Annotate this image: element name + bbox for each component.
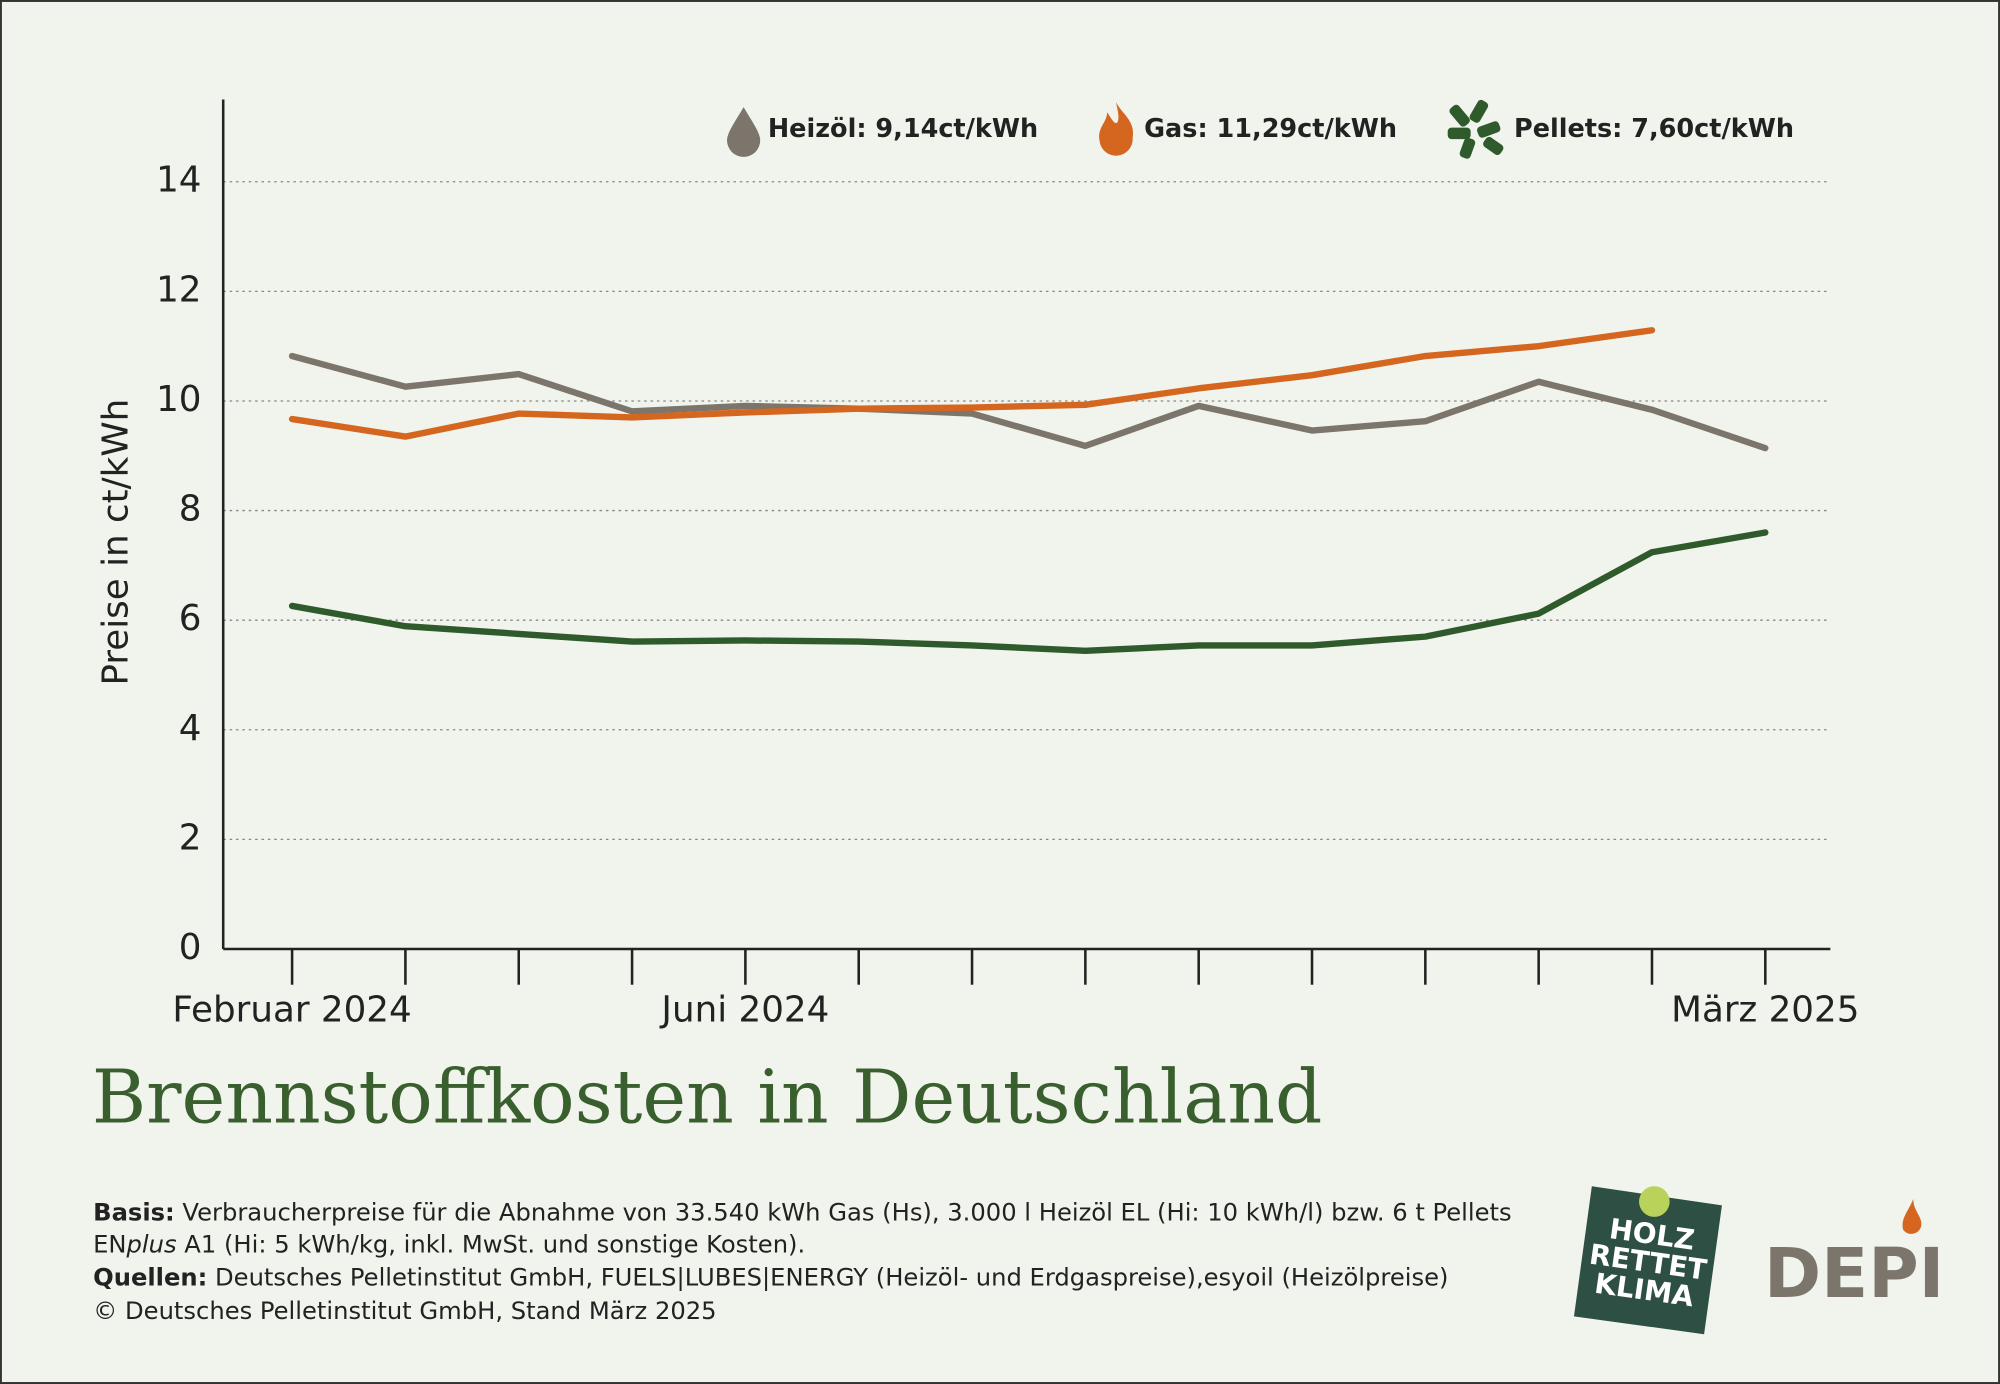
legend-icon — [727, 107, 761, 157]
legend-label: Heizöl: 9,14ct/kWh — [768, 114, 1038, 144]
note-line: ENplus A1 (Hi: 5 kWh/kg, inkl. MwSt. und… — [93, 1231, 805, 1259]
y-tick-label: 10 — [156, 379, 201, 420]
chart-title: Brennstoffkosten in Deutschland — [92, 1054, 1323, 1140]
x-tick-label: Februar 2024 — [172, 990, 411, 1031]
series-line — [288, 529, 1769, 655]
y-tick-label: 14 — [156, 160, 201, 201]
note-text: Verbraucherpreise für die Abnahme von 33… — [182, 1199, 1511, 1227]
x-tick-label: Juni 2024 — [659, 990, 829, 1031]
legend: Heizöl: 9,14ct/kWh Gas: 11,29ct/kWh Pell… — [727, 99, 1794, 159]
legend-label: Gas: 11,29ct/kWh — [1144, 114, 1397, 144]
footnote: Basis: Verbraucherpreise für die Abnahme… — [93, 1199, 1512, 1325]
y-tick-label: 4 — [179, 708, 202, 749]
y-tick-label: 8 — [179, 489, 202, 530]
note-text: © Deutsches Pelletinstitut GmbH, Stand M… — [93, 1297, 716, 1325]
note-label: Quellen: — [93, 1264, 207, 1292]
plot-area: 0 2 4 6 8 10 12 14 Februar 2024 Juni 2024 März 202… — [156, 99, 1859, 1031]
y-tick-label: 12 — [156, 269, 201, 310]
note-text: A1 (Hi: 5 kWh/kg, inkl. MwSt. und sonsti… — [177, 1231, 806, 1259]
note-text: plus — [126, 1231, 177, 1259]
x-tick-label: März 2025 — [1671, 990, 1859, 1031]
note-line: Basis: Verbraucherpreise für die Abnahme… — [93, 1199, 1512, 1227]
note-line: Quellen: Deutsches Pelletinstitut GmbH, … — [93, 1264, 1448, 1292]
y-tick-label: 0 — [179, 927, 202, 968]
logo-text: DEPI — [1764, 1234, 1944, 1314]
series-line — [288, 327, 1656, 440]
legend-icon — [1447, 99, 1504, 159]
note-text: Deutsches Pelletinstitut GmbH, FUELS|LUB… — [215, 1264, 1448, 1292]
y-axis-label: Preise in ct/kWh — [96, 399, 137, 686]
series-line — [288, 352, 1769, 452]
legend-icon — [1099, 102, 1133, 156]
legend-label: Pellets: 7,60ct/kWh — [1514, 114, 1794, 144]
y-tick-label: 2 — [179, 817, 202, 858]
y-tick-label: 6 — [179, 598, 202, 639]
note-label: Basis: — [93, 1199, 175, 1227]
note-text: EN — [93, 1231, 126, 1259]
logo-depi: DEPI — [1764, 1199, 1944, 1314]
logo-holz: HOLZ RETTET KLIMA — [1573, 1186, 1722, 1335]
